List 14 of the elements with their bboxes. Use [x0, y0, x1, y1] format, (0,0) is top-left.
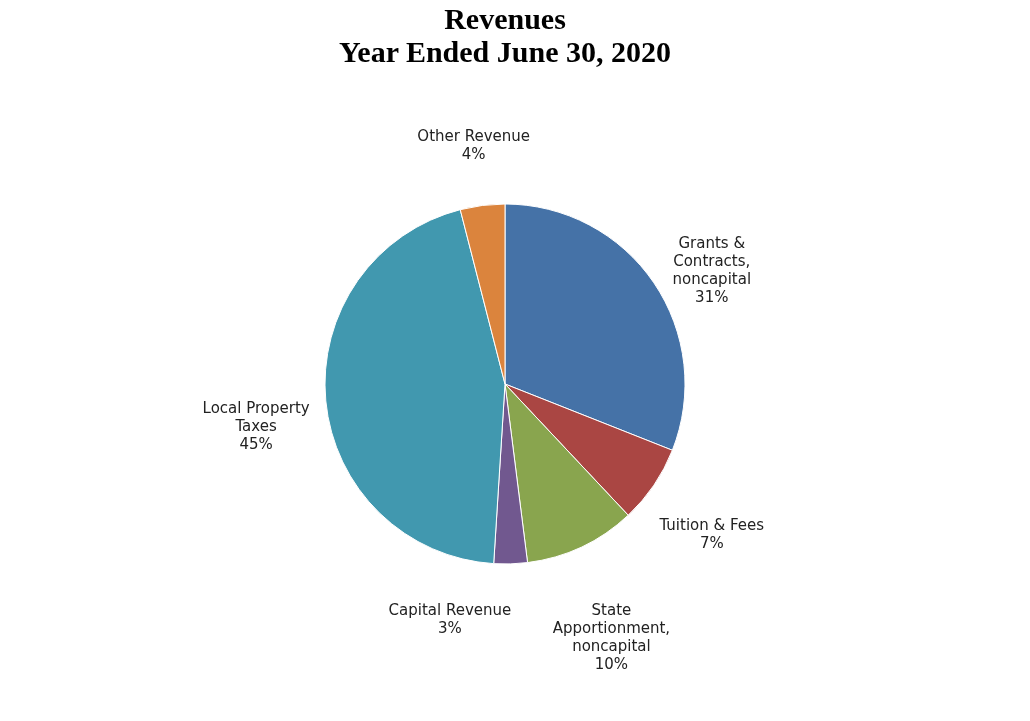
- slice-label: Tuition & Fees: [658, 515, 765, 534]
- slice-label: Other Revenue: [417, 126, 531, 145]
- data-label: 31%: [695, 288, 729, 307]
- slice-label: Capital Revenue: [388, 600, 512, 619]
- data-label: 4%: [461, 144, 486, 163]
- data-label: 45%: [239, 434, 273, 453]
- slice-label: Grants & Contracts, noncapital: [672, 234, 752, 289]
- slice-label: State Apportionment, noncapital: [552, 601, 671, 656]
- data-label: 7%: [699, 533, 724, 552]
- chart-subtitle: Year Ended June 30, 2020: [339, 35, 671, 68]
- data-label: 3%: [438, 618, 462, 637]
- slice-label: Local Property Taxes: [202, 398, 310, 435]
- data-label: 10%: [594, 655, 629, 674]
- chart-title: Revenues: [444, 2, 566, 35]
